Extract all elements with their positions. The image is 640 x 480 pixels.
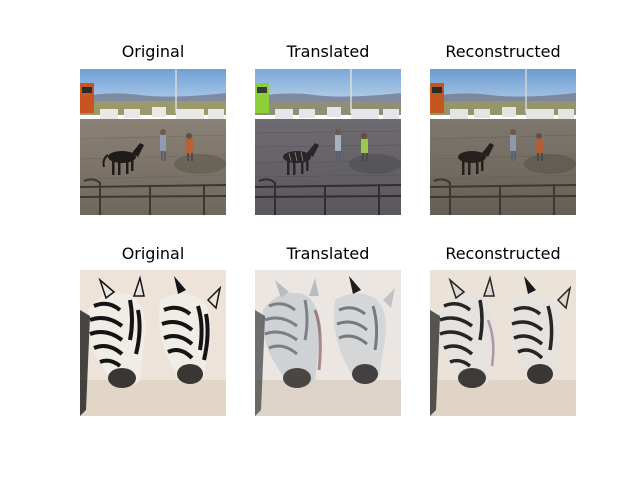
panel-title: Original <box>121 244 185 263</box>
panel-title: Translated <box>286 42 370 61</box>
panel-title: Original <box>121 42 185 61</box>
zebra-photo <box>80 270 226 416</box>
zebra-reconstructed-photo <box>430 270 576 416</box>
horse-reconstructed-photo <box>430 69 576 215</box>
panel-title: Reconstructed <box>445 42 561 61</box>
horse-translated-photo <box>255 69 401 215</box>
horse-photo <box>80 69 226 215</box>
zebra-translated-photo <box>255 270 401 416</box>
panel-title: Reconstructed <box>445 244 561 263</box>
panel-title: Translated <box>286 244 370 263</box>
